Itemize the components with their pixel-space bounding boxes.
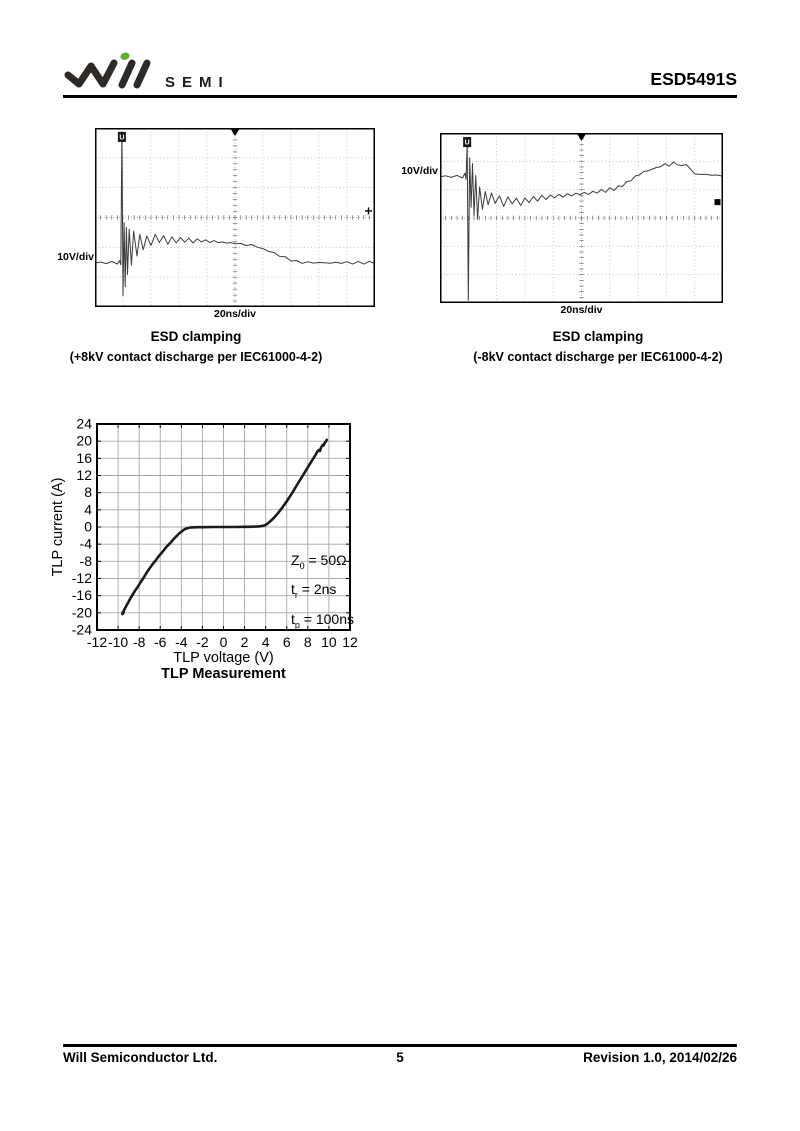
caption-title: ESD clamping	[150, 329, 242, 344]
y-tick-label: 8	[84, 484, 92, 500]
x-tick-label: 8	[304, 634, 312, 650]
logo-semi-text: SEMI	[165, 74, 230, 91]
scope-right-time-scale: 20ns/div	[560, 304, 603, 316]
willsemi-logo-icon	[64, 52, 151, 89]
tlp-x-axis-label: TLP voltage (V)	[173, 650, 274, 666]
x-tick-label: 2	[241, 634, 249, 650]
annotation-line: tp = 100ns	[291, 610, 355, 630]
product-number: ESD5491S	[650, 69, 737, 89]
tlp-chart: -12 -10 -8 -6 -4 -2 0 2 4 6 8 10 1224201612840-4-8-1…	[72, 416, 358, 651]
logo-green-dot	[120, 52, 130, 60]
channel-marker	[117, 131, 126, 142]
x-tick-label: 4	[262, 634, 270, 650]
y-tick-label: 4	[84, 501, 92, 517]
y-tick-label: 0	[84, 519, 92, 535]
page-number: 5	[396, 1050, 404, 1065]
svg-text:U: U	[465, 140, 470, 147]
caption-title: ESD clamping	[552, 329, 644, 344]
y-tick-label: -8	[80, 553, 93, 569]
x-tick-label: -6	[154, 634, 167, 650]
y-tick-label: -4	[80, 536, 93, 552]
willsemi-logo: SEMI	[63, 52, 230, 94]
y-tick-label: -12	[72, 570, 92, 586]
x-tick-label: 6	[283, 634, 291, 650]
footer-company: Will Semiconductor Ltd.	[63, 1050, 218, 1065]
oscilloscope-screenshot-negative: U	[440, 133, 723, 303]
annotation-line: Z0 = 50Ω	[291, 552, 347, 571]
caption-subtitle: (-8kV contact discharge per IEC61000-4-2…	[473, 350, 723, 364]
x-tick-label: -10	[108, 634, 128, 650]
scope-right-vertical-scale: 10V/div	[401, 165, 438, 177]
caption-positive-discharge: ESD clamping (+8kV contact discharge per…	[51, 329, 341, 364]
x-tick-label: 10	[321, 634, 337, 650]
y-tick-label: -20	[72, 604, 92, 620]
footer-revision: Revision 1.0, 2014/02/26	[583, 1050, 737, 1065]
x-tick-label: 12	[342, 634, 358, 650]
annotation-line: tr = 2ns	[291, 581, 337, 601]
x-tick-label: 0	[220, 634, 228, 650]
footer-rule	[63, 1044, 737, 1047]
caption-negative-discharge: ESD clamping (-8kV contact discharge per…	[453, 329, 743, 364]
x-tick-label: -8	[133, 634, 146, 650]
x-tick-label: -2	[196, 634, 209, 650]
y-tick-label: 12	[76, 467, 92, 483]
level-marker-square-icon	[714, 199, 721, 206]
y-tick-label: -24	[72, 622, 92, 638]
page-header: SEMI ESD5491S	[63, 48, 737, 94]
x-tick-label: -12	[87, 634, 107, 650]
scope-left-time-scale: 20ns/div	[213, 308, 257, 320]
y-tick-label: 20	[76, 433, 92, 449]
caption-subtitle: (+8kV contact discharge per IEC61000-4-2…	[69, 350, 323, 364]
waveform-trace	[95, 131, 375, 297]
page-footer: 5 Will Semiconductor Ltd. Revision 1.0, …	[63, 1050, 737, 1065]
oscilloscope-screenshot-positive: U	[95, 128, 375, 307]
channel-marker	[463, 137, 472, 148]
trigger-marker-icon	[231, 129, 239, 136]
tlp-annotations: Z0 = 50Ω tr = 2ns tp = 100ns	[291, 549, 354, 637]
x-tick-label: -4	[175, 634, 188, 650]
trigger-marker-icon	[577, 134, 586, 141]
tlp-y-axis-label: TLP current (A)	[50, 477, 66, 577]
svg-text:U: U	[119, 135, 124, 142]
waveform-trace	[440, 143, 723, 301]
y-tick-label: -16	[72, 587, 92, 603]
tlp-chart-title: TLP Measurement	[161, 666, 286, 682]
header-rule	[63, 95, 737, 98]
tlp-iv-curve	[121, 438, 329, 616]
y-tick-label: 16	[76, 450, 92, 466]
y-tick-label: 24	[76, 416, 92, 432]
scope-left-vertical-scale: 10V/div	[57, 251, 94, 263]
